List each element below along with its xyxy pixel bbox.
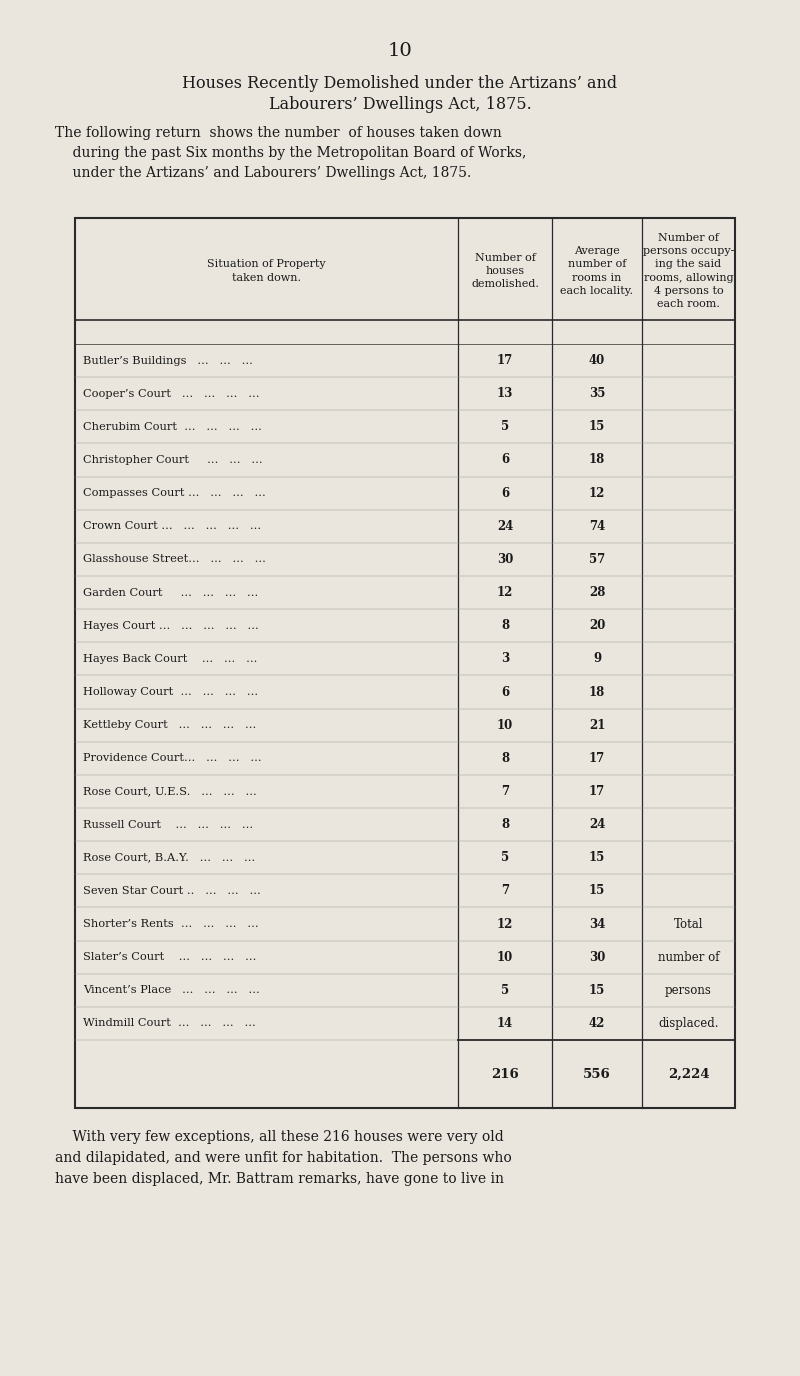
- Text: 5: 5: [501, 420, 509, 433]
- Text: 8: 8: [501, 819, 509, 831]
- Text: 30: 30: [589, 951, 605, 963]
- Text: 40: 40: [589, 354, 605, 367]
- Text: With very few exceptions, all these 216 houses were very old: With very few exceptions, all these 216 …: [55, 1130, 504, 1143]
- Text: Labourers’ Dwellings Act, 1875.: Labourers’ Dwellings Act, 1875.: [269, 96, 531, 113]
- Text: 24: 24: [589, 819, 605, 831]
- Text: 6: 6: [501, 454, 509, 466]
- Text: 14: 14: [497, 1017, 513, 1029]
- Text: 20: 20: [589, 619, 605, 632]
- Text: Glasshouse Street...   ...   ...   ...: Glasshouse Street... ... ... ...: [83, 555, 266, 564]
- Text: 15: 15: [589, 984, 605, 996]
- Text: 57: 57: [589, 553, 605, 566]
- Text: 216: 216: [491, 1068, 519, 1080]
- Text: The following return  shows the number  of houses taken down: The following return shows the number of…: [55, 127, 502, 140]
- Text: 5: 5: [501, 984, 509, 996]
- Text: and dilapidated, and were unfit for habitation.  The persons who: and dilapidated, and were unfit for habi…: [55, 1150, 512, 1165]
- Text: 7: 7: [501, 885, 509, 897]
- Text: Cooper’s Court   ...   ...   ...   ...: Cooper’s Court ... ... ... ...: [83, 388, 259, 399]
- Text: 13: 13: [497, 387, 513, 400]
- Text: 15: 15: [589, 885, 605, 897]
- Text: 18: 18: [589, 454, 605, 466]
- Text: 556: 556: [583, 1068, 611, 1080]
- Text: 17: 17: [589, 784, 605, 798]
- Text: 8: 8: [501, 619, 509, 632]
- Text: Cherubim Court  ...   ...   ...   ...: Cherubim Court ... ... ... ...: [83, 422, 262, 432]
- Text: 5: 5: [501, 852, 509, 864]
- Text: 6: 6: [501, 487, 509, 499]
- Text: Situation of Property
taken down.: Situation of Property taken down.: [207, 260, 326, 282]
- Text: 28: 28: [589, 586, 605, 599]
- Text: 7: 7: [501, 784, 509, 798]
- Text: 24: 24: [497, 520, 513, 533]
- Text: during the past Six months by the Metropolitan Board of Works,: during the past Six months by the Metrop…: [55, 146, 526, 160]
- Text: Houses Recently Demolished under the Artizans’ and: Houses Recently Demolished under the Art…: [182, 76, 618, 92]
- Text: Rose Court, B.A.Y.   ...   ...   ...: Rose Court, B.A.Y. ... ... ...: [83, 853, 255, 863]
- Text: Garden Court     ...   ...   ...   ...: Garden Court ... ... ... ...: [83, 588, 258, 597]
- Text: 10: 10: [497, 718, 513, 732]
- Text: 21: 21: [589, 718, 605, 732]
- Text: Hayes Court ...   ...   ...   ...   ...: Hayes Court ... ... ... ... ...: [83, 621, 258, 630]
- Text: Crown Court ...   ...   ...   ...   ...: Crown Court ... ... ... ... ...: [83, 522, 261, 531]
- Text: 30: 30: [497, 553, 513, 566]
- Text: Seven Star Court ..   ...   ...   ...: Seven Star Court .. ... ... ...: [83, 886, 261, 896]
- Text: Shorter’s Rents  ...   ...   ...   ...: Shorter’s Rents ... ... ... ...: [83, 919, 258, 929]
- Text: Rose Court, U.E.S.   ...   ...   ...: Rose Court, U.E.S. ... ... ...: [83, 787, 257, 797]
- Text: Kettleby Court   ...   ...   ...   ...: Kettleby Court ... ... ... ...: [83, 720, 256, 731]
- Text: Average
number of
rooms in
each locality.: Average number of rooms in each locality…: [561, 246, 634, 296]
- Text: Russell Court    ...   ...   ...   ...: Russell Court ... ... ... ...: [83, 820, 253, 830]
- Text: persons: persons: [665, 984, 712, 996]
- Text: 12: 12: [589, 487, 605, 499]
- Text: number of: number of: [658, 951, 719, 963]
- Text: Providence Court...   ...   ...   ...: Providence Court... ... ... ...: [83, 753, 262, 764]
- Text: Number of
persons occupy-
ing the said
rooms, allowing
4 persons to
each room.: Number of persons occupy- ing the said r…: [643, 233, 734, 310]
- Text: Holloway Court  ...   ...   ...   ...: Holloway Court ... ... ... ...: [83, 687, 258, 698]
- Text: Windmill Court  ...   ...   ...   ...: Windmill Court ... ... ... ...: [83, 1018, 256, 1028]
- Text: 12: 12: [497, 918, 513, 930]
- Text: 17: 17: [497, 354, 513, 367]
- Text: Hayes Back Court    ...   ...   ...: Hayes Back Court ... ... ...: [83, 654, 258, 663]
- Text: Compasses Court ...   ...   ...   ...: Compasses Court ... ... ... ...: [83, 488, 266, 498]
- Text: 15: 15: [589, 852, 605, 864]
- Text: Slater’s Court    ...   ...   ...   ...: Slater’s Court ... ... ... ...: [83, 952, 256, 962]
- Text: 42: 42: [589, 1017, 605, 1029]
- Text: 34: 34: [589, 918, 605, 930]
- Text: 3: 3: [501, 652, 509, 666]
- Text: Butler’s Buildings   ...   ...   ...: Butler’s Buildings ... ... ...: [83, 355, 253, 366]
- Text: 18: 18: [589, 685, 605, 699]
- Text: have been displaced, Mr. Battram remarks, have gone to live in: have been displaced, Mr. Battram remarks…: [55, 1172, 504, 1186]
- Text: 10: 10: [388, 43, 412, 61]
- Text: 8: 8: [501, 751, 509, 765]
- Text: Total: Total: [674, 918, 703, 930]
- Text: Vincent’s Place   ...   ...   ...   ...: Vincent’s Place ... ... ... ...: [83, 985, 260, 995]
- Text: 10: 10: [497, 951, 513, 963]
- Text: 15: 15: [589, 420, 605, 433]
- Text: 17: 17: [589, 751, 605, 765]
- Text: under the Artizans’ and Labourers’ Dwellings Act, 1875.: under the Artizans’ and Labourers’ Dwell…: [55, 166, 471, 180]
- Text: 12: 12: [497, 586, 513, 599]
- Text: 74: 74: [589, 520, 605, 533]
- Text: Number of
houses
demolished.: Number of houses demolished.: [471, 253, 539, 289]
- Text: displaced.: displaced.: [658, 1017, 718, 1029]
- Text: 6: 6: [501, 685, 509, 699]
- Text: 35: 35: [589, 387, 605, 400]
- Text: 9: 9: [593, 652, 601, 666]
- Text: Christopher Court     ...   ...   ...: Christopher Court ... ... ...: [83, 455, 262, 465]
- Text: 2,224: 2,224: [668, 1068, 710, 1080]
